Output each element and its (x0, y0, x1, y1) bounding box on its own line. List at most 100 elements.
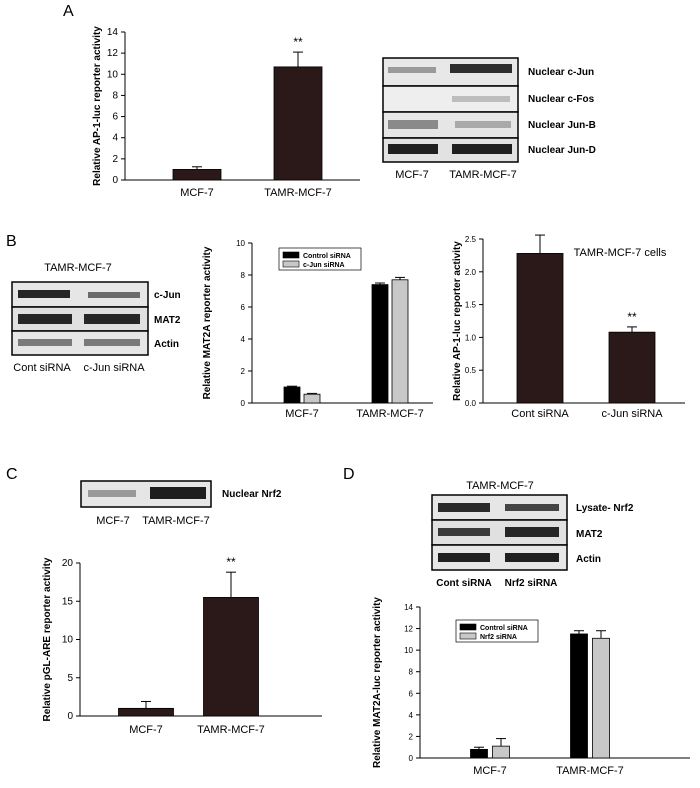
chart-a: 0 2 4 6 8 10 12 14 Relative AP-1-luc reporter ac… (92, 26, 360, 199)
bar (492, 745, 510, 759)
legend-label: c-Jun siRNA (303, 262, 345, 269)
blot-band (452, 144, 512, 154)
blot-band (438, 503, 490, 512)
bar (608, 331, 656, 404)
blot-lane-label: c-Jun siRNA (83, 362, 145, 374)
y-axis-label: Relative AP-1-luc reporter activity (452, 241, 463, 401)
blot-band (438, 553, 490, 562)
legend-box (455, 619, 539, 643)
y-tick-label: 0 (241, 399, 246, 408)
bar (470, 748, 488, 759)
bar (592, 637, 610, 759)
blot-label: Nuclear c-Jun (528, 67, 594, 78)
significance-marker: ** (293, 35, 303, 49)
blot-lane-label: TAMR-MCF-7 (449, 169, 517, 181)
bar (371, 284, 389, 404)
bar (303, 393, 321, 404)
y-tick-label: 0.5 (465, 366, 477, 375)
x-tick-label: TAMR-MCF-7 (197, 724, 265, 736)
chart-title: TAMR-MCF-7 cells (574, 247, 667, 259)
legend-label: Nrf2 siRNA (480, 634, 517, 641)
bar (172, 169, 222, 181)
blot-c: Nuclear Nrf2 MCF-7 TAMR-MCF-7 (80, 480, 282, 527)
y-tick-label: 1.0 (465, 333, 477, 342)
y-tick-label: 10 (404, 646, 413, 655)
x-tick-label: TAMR-MCF-7 (556, 765, 624, 777)
blot-band (84, 339, 140, 346)
legend-label: Control siRNA (480, 625, 528, 632)
blot-band (388, 144, 438, 154)
y-tick-label: 15 (62, 596, 74, 607)
panel-letter-a: A (63, 3, 74, 20)
y-tick-label: 0 (409, 754, 414, 763)
y-tick-label: 0 (112, 175, 118, 186)
blot-lane-label: MCF-7 (96, 515, 130, 527)
legend-swatch (282, 251, 300, 259)
chart-d: 0 2 4 6 8 10 12 14 Relative MAT2A-luc reporter a… (372, 597, 690, 777)
panel-letter-d: D (343, 466, 355, 483)
chart-b1: 0 2 4 6 8 10 Relative MAT2A reporter activity M… (202, 239, 433, 420)
blot-lane-label: TAMR-MCF-7 (142, 515, 210, 527)
blot-label: Nuclear c-Fos (528, 94, 595, 105)
y-tick-label: 0.0 (465, 399, 477, 408)
panel-letter-c: C (6, 466, 18, 483)
blot-band (452, 96, 510, 102)
blot-label: c-Jun (154, 290, 181, 301)
blot-band (18, 314, 72, 324)
blot-band (18, 290, 70, 298)
blot-label: Actin (154, 339, 179, 350)
bar (283, 386, 301, 404)
blot-label: Actin (576, 554, 601, 565)
x-tick-label: TAMR-MCF-7 (264, 187, 332, 199)
y-tick-label: 2.0 (465, 268, 477, 277)
y-tick-label: 4 (409, 711, 414, 720)
y-tick-label: 4 (112, 133, 118, 144)
blot-lane-label: Cont siRNA (436, 578, 492, 589)
blot-band (505, 553, 559, 562)
blot-band (150, 487, 206, 499)
y-axis-label: Relative pGL-ARE reporter activity (42, 557, 53, 721)
blot-band (388, 67, 436, 73)
legend-box (278, 247, 362, 271)
bar (516, 253, 564, 404)
y-axis-label: Relative MAT2A reporter activity (202, 246, 213, 399)
legend: Control siRNA Nrf2 siRNA (455, 619, 539, 643)
blot-band (505, 527, 559, 537)
bar (273, 66, 323, 181)
legend: Control siRNA c-Jun siRNA (278, 247, 362, 271)
blot-band (18, 339, 72, 346)
blot-label: MAT2 (154, 315, 181, 326)
blot-label: Nuclear Nrf2 (222, 489, 282, 500)
blot-title: TAMR-MCF-7 (466, 480, 534, 492)
x-tick-label: Cont siRNA (511, 408, 569, 420)
y-axis-label: Relative MAT2A-luc reporter activity (372, 597, 383, 768)
y-tick-label: 10 (236, 239, 245, 248)
blot-title: TAMR-MCF-7 (44, 262, 112, 274)
blot-band (388, 120, 438, 129)
y-tick-label: 14 (107, 27, 119, 38)
y-tick-label: 2 (241, 367, 246, 376)
y-tick-label: 5 (67, 673, 73, 684)
y-tick-label: 8 (112, 90, 118, 101)
x-tick-label: MCF-7 (473, 765, 507, 777)
legend-swatch (459, 623, 477, 631)
blot-d: TAMR-MCF-7 Lysate- Nrf2 MAT2 Actin Cont … (431, 480, 634, 589)
y-axis-label: Relative AP-1-luc reporter activity (92, 26, 103, 186)
blot-band (450, 64, 512, 73)
legend-swatch (282, 260, 300, 268)
y-tick-label: 8 (409, 668, 414, 677)
bar (391, 279, 409, 404)
blot-label: Nuclear Jun-D (528, 145, 596, 156)
y-tick-label: 2.5 (465, 235, 477, 244)
blot-label: Nuclear Jun-B (528, 120, 596, 131)
x-tick-label: c-Jun siRNA (601, 408, 663, 420)
y-tick-label: 1.5 (465, 301, 477, 310)
y-tick-label: 6 (112, 112, 118, 123)
bar (570, 633, 588, 759)
blot-lane-label: MCF-7 (395, 169, 429, 181)
y-tick-label: 2 (112, 154, 118, 165)
blot-band (505, 504, 559, 511)
blot-b: TAMR-MCF-7 c-Jun MAT2 Actin Cont siRNA c… (11, 262, 181, 374)
